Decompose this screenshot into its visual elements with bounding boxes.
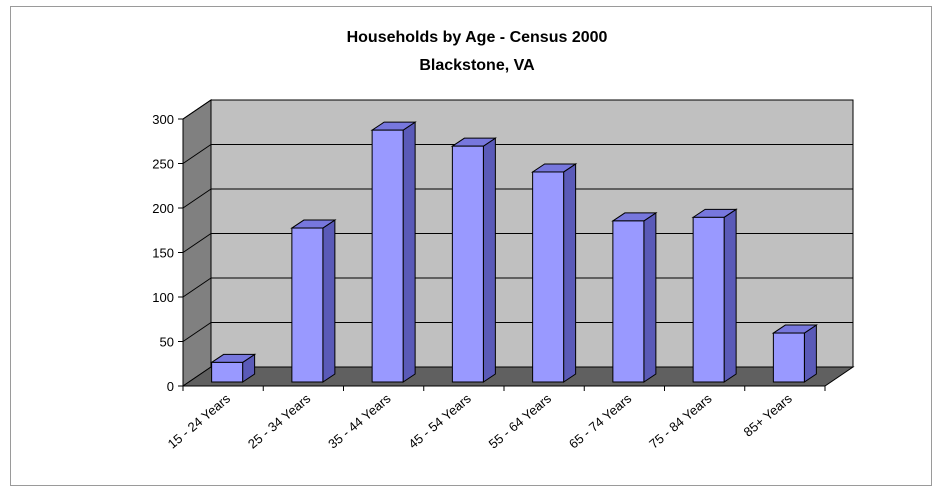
y-tick-label: 250	[152, 157, 174, 172]
x-tick-label: 45 - 54 Years	[405, 390, 474, 451]
x-tick-label: 55 - 64 Years	[486, 390, 555, 451]
x-tick-label: 75 - 84 Years	[646, 390, 715, 451]
gridline-side	[182, 322, 212, 342]
y-tick-label: 0	[167, 379, 174, 394]
bar-side	[402, 121, 416, 383]
floor	[181, 366, 855, 387]
bar	[451, 145, 484, 383]
bar	[291, 227, 324, 383]
y-tick-label: 100	[152, 290, 174, 305]
chart-subtitle: Blackstone, VA	[419, 57, 535, 74]
plot-area: 0 50 100 150 200 250 300 15 - 24 Years 25 - 34 Y…	[152, 99, 855, 452]
x-tick-label: 35 - 44 Years	[325, 390, 394, 451]
bar	[692, 216, 725, 383]
x-tick-label: 25 - 34 Years	[245, 390, 314, 451]
y-tick-label: 200	[152, 201, 174, 216]
bar-side	[563, 163, 577, 383]
bar-side	[643, 211, 657, 383]
gridline-side	[182, 144, 212, 164]
x-tick-label: 65 - 74 Years	[566, 390, 635, 451]
y-tick-label: 50	[160, 335, 174, 350]
chart-title: Households by Age - Census 2000	[347, 29, 608, 46]
bar-side	[322, 219, 336, 383]
bar-side	[723, 208, 737, 383]
bar-side	[803, 324, 817, 383]
bar	[371, 129, 404, 383]
bar	[211, 361, 244, 383]
y-tick-label: 150	[152, 246, 174, 261]
x-tick-label: 15 - 24 Years	[165, 390, 234, 451]
gridline-side	[182, 99, 212, 120]
bar	[612, 220, 645, 383]
gridline-side	[182, 188, 212, 209]
bar	[772, 332, 805, 383]
gridline-side	[182, 233, 212, 253]
gridline-side	[182, 277, 212, 298]
bar	[532, 171, 565, 383]
y-tick-label: 300	[152, 112, 174, 127]
bar-side	[482, 137, 496, 383]
x-tick-label: 85+ Years	[741, 390, 796, 439]
